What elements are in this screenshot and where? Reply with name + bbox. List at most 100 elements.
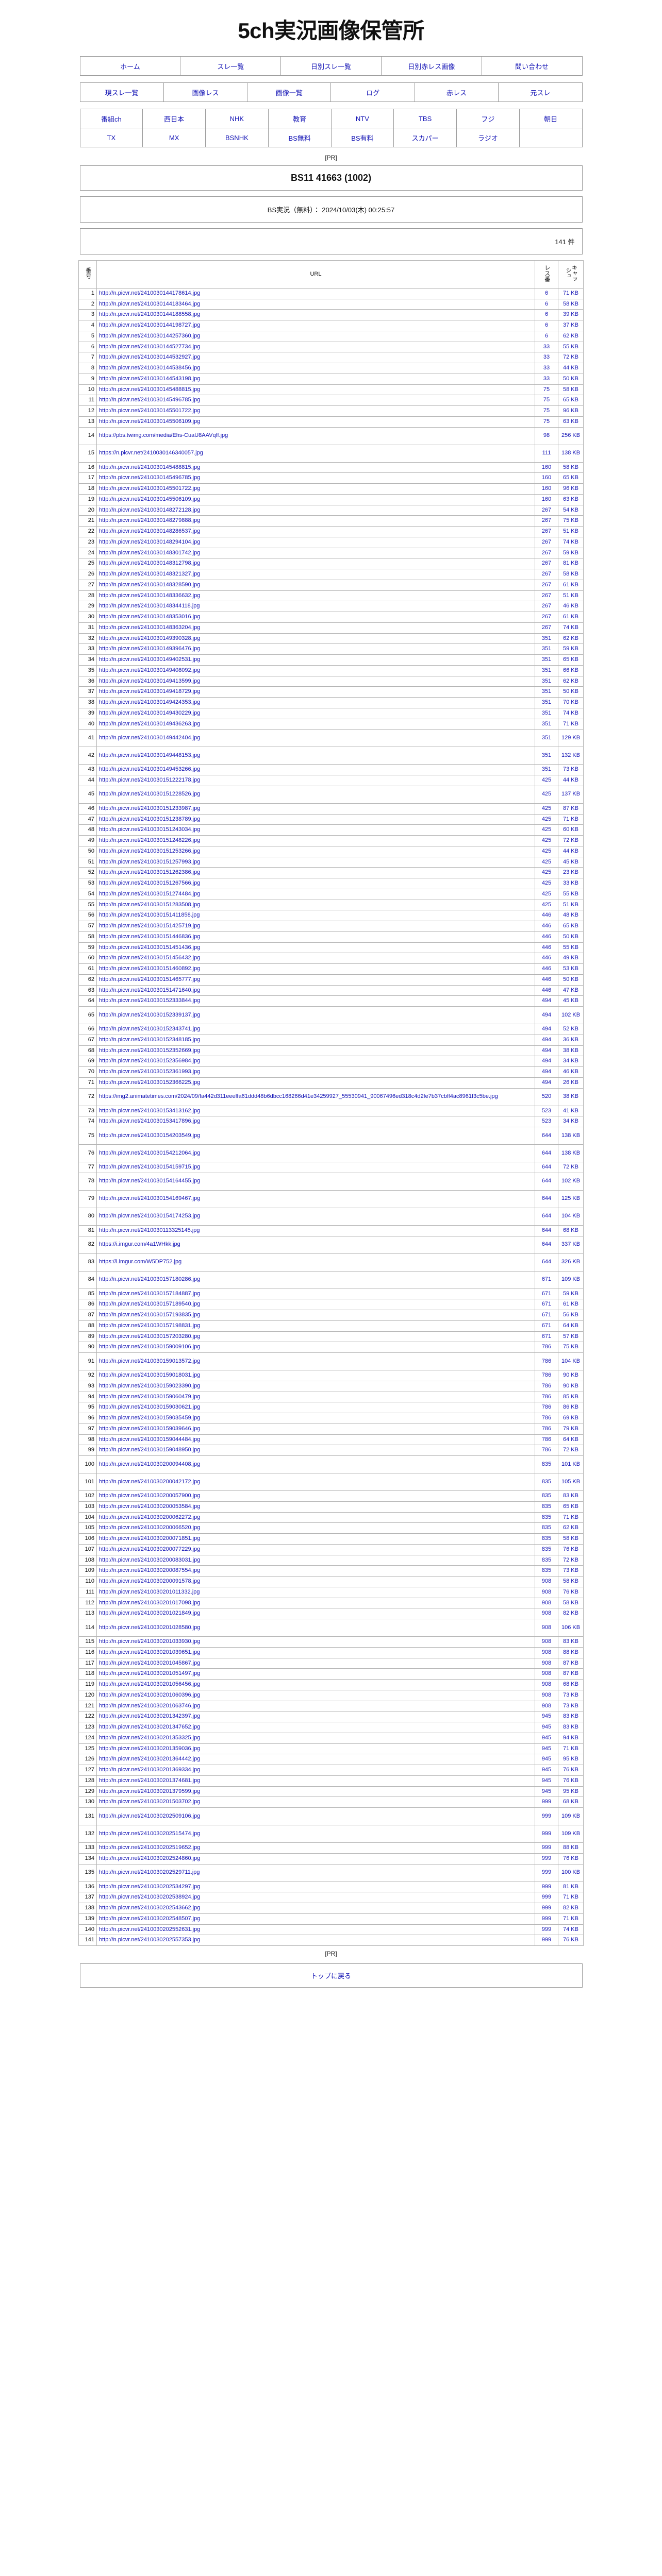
nav-thread-list[interactable]: スレ一覧: [217, 62, 244, 71]
nav-ch-bs-paid-cell[interactable]: BS有料: [330, 128, 394, 147]
cell-url[interactable]: http://n.picvr.net/2410030200071851.jpg: [96, 1533, 535, 1545]
cell-url[interactable]: http://n.picvr.net/2410030159018031.jpg: [96, 1370, 535, 1381]
image-url-link[interactable]: http://n.picvr.net/2410030201039651.jpg: [99, 1649, 201, 1655]
nav-ch-kyoiku[interactable]: 教育: [293, 115, 307, 123]
image-url-link[interactable]: https://i.imgur.com/W5DP752.jpg: [99, 1259, 182, 1265]
image-url-link[interactable]: http://n.picvr.net/2410030157203280.jpg: [99, 1333, 201, 1340]
image-url-link[interactable]: http://n.picvr.net/2410030148301742.jpg: [99, 549, 201, 556]
cell-url[interactable]: http://n.picvr.net/2410030152352669.jpg: [96, 1045, 535, 1057]
image-url-link[interactable]: https://i.imgur.com/4a1WHkk.jpg: [99, 1241, 180, 1248]
image-url-link[interactable]: http://n.picvr.net/2410030144527734.jpg: [99, 343, 201, 350]
nav-ch-ntv-cell[interactable]: NTV: [330, 109, 394, 128]
cell-url[interactable]: http://n.picvr.net/2410030145501722.jpg: [96, 405, 535, 417]
image-url-link[interactable]: http://n.picvr.net/2410030151257993.jpg: [99, 858, 201, 865]
nav-contact[interactable]: 問い合わせ: [515, 62, 549, 71]
cell-url[interactable]: http://n.picvr.net/2410030148336632.jpg: [96, 590, 535, 602]
image-url-link[interactable]: http://n.picvr.net/2410030148272128.jpg: [99, 506, 201, 513]
image-url-link[interactable]: http://n.picvr.net/2410030152356984.jpg: [99, 1058, 201, 1064]
cell-url[interactable]: http://n.picvr.net/2410030159039646.jpg: [96, 1423, 535, 1435]
cell-url[interactable]: http://n.picvr.net/2410030201369334.jpg: [96, 1765, 535, 1776]
nav-log-cell[interactable]: ログ: [330, 82, 415, 102]
image-url-link[interactable]: http://n.picvr.net/2410030145496785.jpg: [99, 474, 201, 481]
image-url-link[interactable]: http://n.picvr.net/2410030149436263.jpg: [99, 720, 201, 727]
nav-thread-list-cell[interactable]: スレ一覧: [180, 56, 282, 76]
image-url-link[interactable]: http://n.picvr.net/2410030201347652.jpg: [99, 1724, 201, 1730]
cell-url[interactable]: http://n.picvr.net/2410030202529711.jpg: [96, 1863, 535, 1882]
cell-url[interactable]: http://n.picvr.net/2410030151253266.jpg: [96, 845, 535, 857]
cell-url[interactable]: http://n.picvr.net/2410030201379599.jpg: [96, 1786, 535, 1798]
cell-url[interactable]: http://n.picvr.net/2410030148301742.jpg: [96, 547, 535, 559]
image-url-link[interactable]: http://n.picvr.net/2410030201374681.jpg: [99, 1777, 201, 1784]
cell-url[interactable]: http://n.picvr.net/2410030144183464.jpg: [96, 298, 535, 310]
cell-url[interactable]: http://n.picvr.net/2410030200062272.jpg: [96, 1512, 535, 1523]
cell-url[interactable]: http://n.picvr.net/2410030157180286.jpg: [96, 1270, 535, 1289]
image-url-link[interactable]: http://n.picvr.net/2410030201379599.jpg: [99, 1788, 201, 1794]
cell-url[interactable]: http://n.picvr.net/2410030148353016.jpg: [96, 612, 535, 623]
image-url-link[interactable]: http://n.picvr.net/2410030148321327.jpg: [99, 571, 201, 577]
image-url-link[interactable]: http://n.picvr.net/2410030145501722.jpg: [99, 485, 201, 492]
nav-ch-tbs[interactable]: TBS: [418, 114, 432, 123]
cell-url[interactable]: http://n.picvr.net/2410030200042172.jpg: [96, 1473, 535, 1491]
image-url-link[interactable]: http://n.picvr.net/2410030148279888.jpg: [99, 517, 201, 524]
cell-url[interactable]: http://n.picvr.net/2410030145488815.jpg: [96, 384, 535, 396]
cell-url[interactable]: http://n.picvr.net/2410030159035459.jpg: [96, 1413, 535, 1424]
cell-url[interactable]: http://n.picvr.net/2410030152356984.jpg: [96, 1056, 535, 1067]
cell-url[interactable]: http://n.picvr.net/2410030201039651.jpg: [96, 1647, 535, 1658]
image-url-link[interactable]: http://n.picvr.net/2410030145501722.jpg: [99, 408, 201, 414]
cell-url[interactable]: http://n.picvr.net/2410030151248226.jpg: [96, 835, 535, 846]
cell-url[interactable]: http://n.picvr.net/2410030201011332.jpg: [96, 1586, 535, 1598]
image-url-link[interactable]: http://n.picvr.net/2410030201369334.jpg: [99, 1767, 201, 1773]
cell-url[interactable]: http://n.picvr.net/2410030148328590.jpg: [96, 579, 535, 591]
image-url-link[interactable]: http://n.picvr.net/2410030144188558.jpg: [99, 311, 201, 318]
image-url-link[interactable]: http://n.picvr.net/2410030202552631.jpg: [99, 1926, 201, 1933]
cell-url[interactable]: http://n.picvr.net/2410030144538456.jpg: [96, 363, 535, 374]
image-url-link[interactable]: http://n.picvr.net/2410030149453266.jpg: [99, 766, 201, 773]
cell-url[interactable]: http://n.picvr.net/2410030200066520.jpg: [96, 1522, 535, 1534]
cell-url[interactable]: http://n.picvr.net/2410030151446836.jpg: [96, 931, 535, 943]
nav-ch-nhk-cell[interactable]: NHK: [205, 109, 269, 128]
image-url-link[interactable]: http://n.picvr.net/2410030200062272.jpg: [99, 1514, 201, 1520]
image-url-link[interactable]: http://n.picvr.net/2410030200077229.jpg: [99, 1546, 201, 1552]
cell-url[interactable]: http://n.picvr.net/2410030145488815.jpg: [96, 462, 535, 473]
image-url-link[interactable]: http://n.picvr.net/2410030152343741.jpg: [99, 1026, 201, 1032]
cell-url[interactable]: http://n.picvr.net/2410030201374681.jpg: [96, 1775, 535, 1787]
nav-ch-asahi-cell[interactable]: 朝日: [519, 109, 583, 128]
back-to-top-bar[interactable]: トップに戻る: [79, 1963, 583, 1988]
image-url-link[interactable]: http://n.picvr.net/2410030201033930.jpg: [99, 1638, 201, 1645]
cell-url[interactable]: http://n.picvr.net/2410030149402531.jpg: [96, 654, 535, 666]
nav-ch-tx[interactable]: TX: [107, 133, 116, 142]
image-url-link[interactable]: http://n.picvr.net/2410030157184887.jpg: [99, 1290, 201, 1297]
cell-url[interactable]: https://img2.animatetimes.com/2024/09/fa…: [96, 1088, 535, 1106]
image-url-link[interactable]: http://n.picvr.net/2410030201011332.jpg: [99, 1588, 200, 1595]
image-url-link[interactable]: http://n.picvr.net/2410030151262386.jpg: [99, 869, 201, 876]
cell-url[interactable]: http://n.picvr.net/2410030144527734.jpg: [96, 341, 535, 353]
nav-ch-tx-cell[interactable]: TX: [79, 128, 143, 147]
cell-url[interactable]: http://n.picvr.net/2410030149430229.jpg: [96, 707, 535, 719]
nav-ch-nhk[interactable]: NHK: [229, 114, 244, 123]
cell-url[interactable]: http://n.picvr.net/2410030151451436.jpg: [96, 942, 535, 954]
cell-url[interactable]: http://n.picvr.net/2410030148321327.jpg: [96, 569, 535, 580]
image-url-link[interactable]: http://n.picvr.net/2410030202543662.jpg: [99, 1905, 201, 1911]
image-url-link[interactable]: http://n.picvr.net/2410030148294104.jpg: [99, 538, 201, 545]
cell-url[interactable]: http://n.picvr.net/2410030159013572.jpg: [96, 1352, 535, 1370]
cell-url[interactable]: http://n.picvr.net/2410030149436263.jpg: [96, 718, 535, 730]
cell-url[interactable]: http://n.picvr.net/2410030159023390.jpg: [96, 1380, 535, 1392]
cell-url[interactable]: http://n.picvr.net/2410030151425719.jpg: [96, 921, 535, 932]
nav-ch-asahi[interactable]: 朝日: [544, 115, 558, 123]
cell-url[interactable]: http://n.picvr.net/2410030201051497.jpg: [96, 1668, 535, 1680]
image-url-link[interactable]: http://n.picvr.net/2410030145496785.jpg: [99, 397, 201, 403]
cell-url[interactable]: http://n.picvr.net/2410030200083031.jpg: [96, 1554, 535, 1566]
image-url-link[interactable]: http://n.picvr.net/2410030200057900.jpg: [99, 1493, 201, 1499]
cell-url[interactable]: http://n.picvr.net/2410030151460892.jpg: [96, 963, 535, 975]
image-url-link[interactable]: http://n.picvr.net/2410030200094408.jpg: [99, 1461, 201, 1467]
image-url-link[interactable]: http://n.picvr.net/2410030159044484.jpg: [99, 1436, 201, 1443]
cell-url[interactable]: https://n.picvr.net/2410030146340057.jpg: [96, 444, 535, 463]
cell-url[interactable]: http://n.picvr.net/2410030151228526.jpg: [96, 785, 535, 804]
cell-url[interactable]: http://n.picvr.net/2410030202543662.jpg: [96, 1903, 535, 1914]
cell-url[interactable]: http://n.picvr.net/2410030151243034.jpg: [96, 824, 535, 836]
image-url-link[interactable]: http://n.picvr.net/2410030152333844.jpg: [99, 997, 201, 1004]
image-url-link[interactable]: http://n.picvr.net/2410030149424353.jpg: [99, 699, 201, 705]
image-url-link[interactable]: http://n.picvr.net/2410030151228526.jpg: [99, 791, 201, 798]
nav-ch-mx[interactable]: MX: [169, 133, 179, 142]
image-url-link[interactable]: http://n.picvr.net/2410030159048950.jpg: [99, 1447, 201, 1453]
